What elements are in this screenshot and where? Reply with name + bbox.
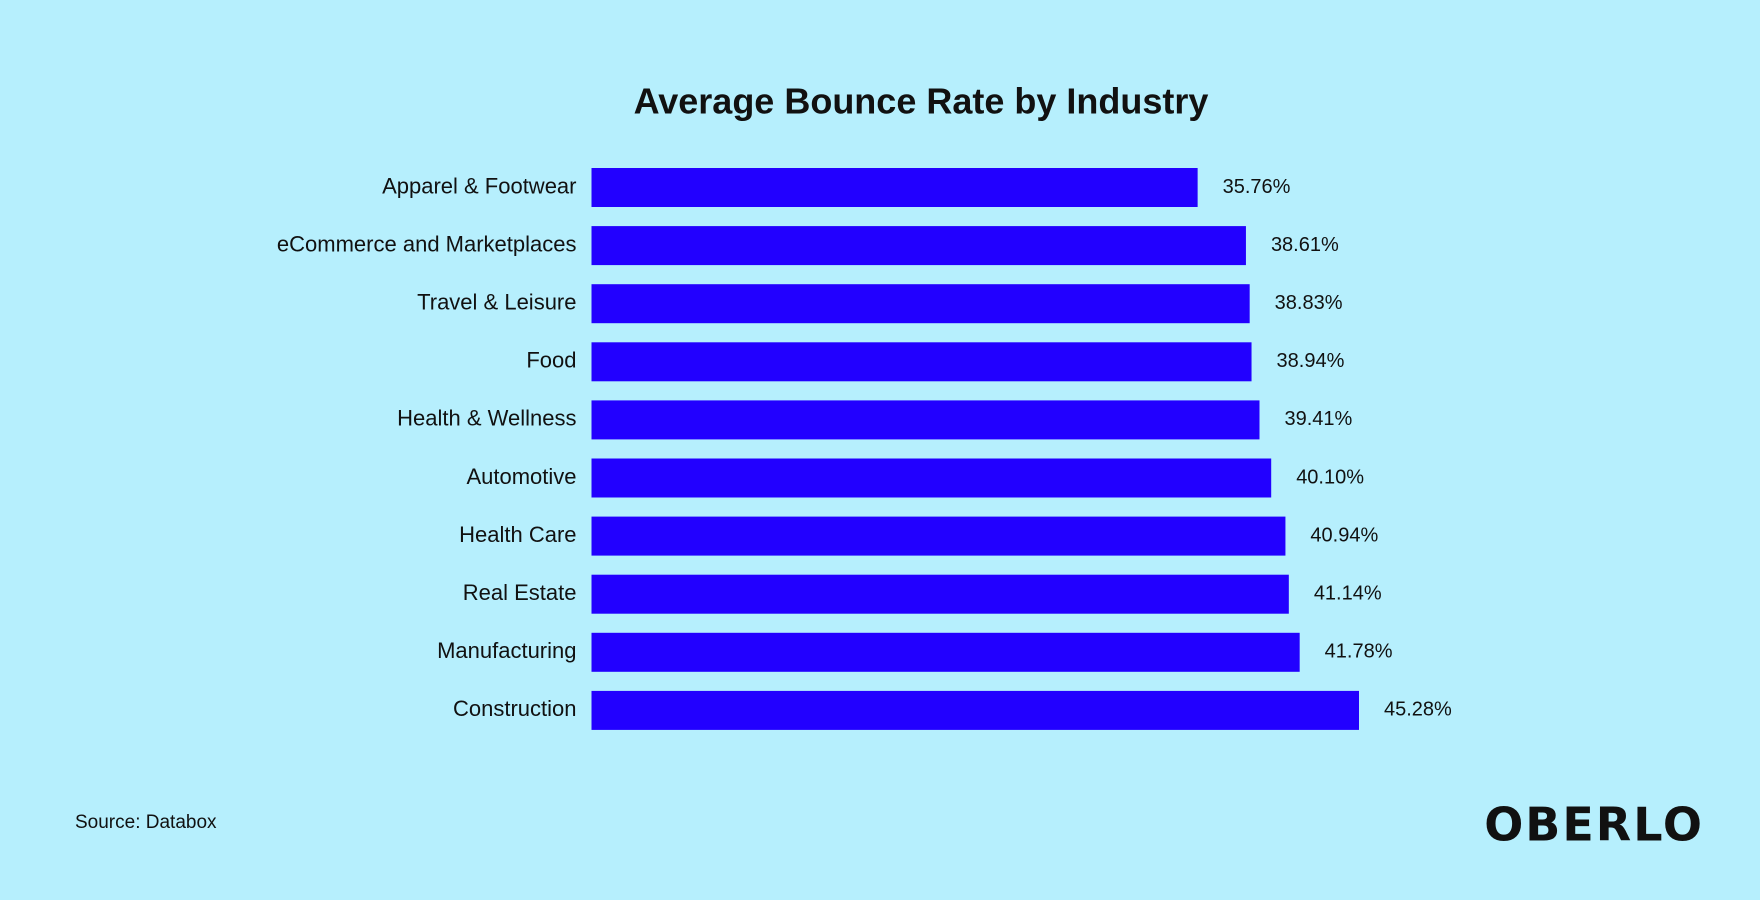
category-label: Travel & Leisure bbox=[417, 290, 576, 315]
logo: OBERLO bbox=[1484, 798, 1704, 852]
value-label: 38.94% bbox=[1277, 350, 1345, 372]
chart-title: Average Bounce Rate by Industry bbox=[634, 81, 1209, 122]
category-label: Food bbox=[526, 348, 576, 373]
category-label: Manufacturing bbox=[437, 638, 576, 663]
bar bbox=[591, 516, 1286, 556]
bar bbox=[591, 284, 1250, 324]
category-label: eCommerce and Marketplaces bbox=[277, 231, 577, 256]
bar bbox=[591, 168, 1198, 207]
value-label: 45.28% bbox=[1384, 699, 1452, 721]
category-label: Health & Wellness bbox=[397, 406, 576, 431]
value-label: 39.41% bbox=[1284, 408, 1352, 430]
value-label: 38.61% bbox=[1271, 234, 1339, 256]
value-label: 40.94% bbox=[1310, 524, 1378, 546]
bar bbox=[591, 574, 1289, 614]
category-label: Automotive bbox=[466, 464, 576, 489]
category-label: Health Care bbox=[459, 522, 576, 547]
value-label: 38.83% bbox=[1275, 292, 1343, 314]
bar bbox=[591, 690, 1359, 730]
value-label: 41.14% bbox=[1314, 582, 1382, 604]
bar bbox=[591, 458, 1272, 498]
value-label: 41.78% bbox=[1325, 641, 1393, 663]
bar bbox=[591, 342, 1252, 382]
value-label: 35.76% bbox=[1223, 176, 1291, 198]
category-label: Construction bbox=[453, 696, 577, 721]
value-label: 40.10% bbox=[1296, 466, 1364, 488]
category-label: Apparel & Footwear bbox=[382, 173, 576, 198]
bar bbox=[591, 226, 1246, 266]
bar bbox=[591, 400, 1260, 440]
bar bbox=[591, 632, 1300, 672]
source: Source: Databox bbox=[75, 812, 217, 833]
category-label: Real Estate bbox=[463, 580, 577, 605]
